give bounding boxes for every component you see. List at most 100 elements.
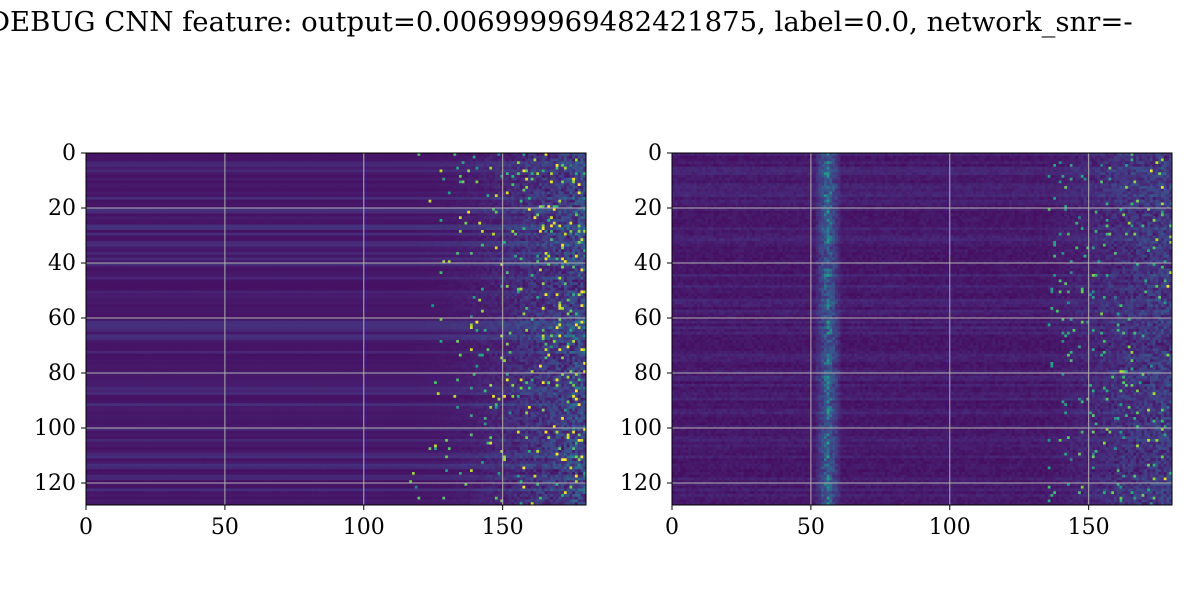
heatmap-cell	[378, 224, 382, 228]
heatmap-cell	[458, 188, 463, 192]
heatmap-cell	[464, 213, 468, 217]
heatmap-cell	[105, 164, 109, 168]
heatmap-cell	[544, 199, 548, 203]
heatmap-cell	[88, 183, 92, 187]
heatmap-cell	[392, 180, 396, 184]
heatmap-cell	[365, 194, 369, 198]
heatmap-cell	[331, 208, 336, 212]
heatmap-cell	[166, 213, 170, 217]
heatmap-cell	[494, 194, 498, 198]
heatmap-cell	[417, 197, 421, 201]
heatmap-cell	[552, 202, 557, 206]
heatmap-cell	[116, 194, 120, 198]
heatmap-cell	[213, 194, 217, 198]
heatmap-cell	[345, 205, 349, 209]
heatmap-cell	[88, 197, 92, 201]
heatmap-cell	[514, 155, 518, 159]
heatmap-cell	[417, 186, 421, 190]
heatmap-cell	[384, 221, 388, 225]
heatmap-cell	[268, 213, 272, 217]
heatmap-cell	[436, 155, 440, 159]
heatmap-cell	[431, 224, 435, 228]
heatmap-cell	[257, 205, 261, 209]
heatmap-cell	[221, 188, 225, 192]
heatmap-cell	[213, 153, 217, 157]
heatmap-cell	[558, 216, 562, 220]
heatmap-cell	[204, 177, 208, 181]
heatmap-cell	[525, 197, 529, 201]
heatmap-cell	[99, 177, 103, 181]
heatmap-cell	[467, 175, 471, 179]
heatmap-cell	[284, 153, 289, 157]
heatmap-cell	[99, 199, 103, 203]
heatmap-cell	[121, 166, 126, 170]
heatmap-cell	[273, 197, 278, 201]
heatmap-cell	[282, 227, 286, 231]
heatmap-cell	[522, 199, 526, 203]
heatmap-cell	[367, 208, 371, 212]
heatmap-cell	[373, 227, 377, 231]
heatmap-cell	[533, 169, 537, 173]
heatmap-cell	[108, 186, 112, 190]
heatmap-cell	[351, 208, 355, 212]
heatmap-cell	[469, 183, 474, 187]
heatmap-cell	[262, 172, 266, 176]
heatmap-cell	[323, 188, 327, 192]
heatmap-cell	[86, 169, 90, 173]
heatmap-cell	[505, 208, 510, 212]
heatmap-cell	[340, 221, 344, 225]
heatmap-cell	[467, 188, 471, 192]
heatmap-cell	[273, 216, 278, 220]
heatmap-cell	[370, 208, 374, 212]
heatmap-cell	[423, 164, 427, 168]
heatmap-cell	[146, 169, 150, 173]
heatmap-cell	[312, 219, 316, 223]
heatmap-cell	[99, 166, 103, 170]
heatmap-cell	[481, 199, 485, 203]
heatmap-cell	[558, 175, 562, 179]
heatmap-cell	[199, 172, 203, 176]
heatmap-cell	[552, 180, 557, 184]
heatmap-cell	[193, 188, 197, 192]
heatmap-cell	[130, 197, 134, 201]
heatmap-cell	[91, 221, 95, 225]
heatmap-cell	[475, 166, 479, 170]
heatmap-cell	[420, 169, 424, 173]
heatmap-cell	[508, 164, 512, 168]
heatmap-cell	[381, 177, 385, 181]
heatmap-cell	[323, 221, 327, 225]
heatmap-cell	[337, 161, 341, 165]
heatmap-cell	[505, 219, 510, 223]
heatmap-cell	[306, 180, 311, 184]
heatmap-cell	[406, 224, 410, 228]
heatmap-cell	[340, 186, 344, 190]
heatmap-cell	[155, 202, 159, 206]
heatmap-cell	[99, 224, 103, 228]
heatmap-cell	[425, 175, 429, 179]
heatmap-cell	[108, 224, 112, 228]
heatmap-cell	[345, 183, 349, 187]
heatmap-cell	[445, 161, 449, 165]
heatmap-cell	[522, 219, 526, 223]
heatmap-cell	[240, 224, 244, 228]
heatmap-cell	[392, 172, 396, 176]
heatmap-cell	[497, 205, 501, 209]
heatmap-cell	[268, 219, 272, 223]
heatmap-cell	[188, 175, 192, 179]
heatmap-cell	[295, 172, 300, 176]
heatmap-cell	[472, 194, 476, 198]
heatmap-cell	[530, 177, 534, 181]
heatmap-cell	[431, 158, 435, 162]
heatmap-cell	[113, 161, 117, 165]
heatmap-cell	[119, 169, 123, 173]
heatmap-cell	[309, 191, 313, 195]
heatmap-cell	[105, 216, 109, 220]
heatmap-cell	[514, 169, 518, 173]
heatmap-cell	[561, 224, 565, 228]
heatmap-cell	[414, 194, 418, 198]
heatmap-cell	[295, 216, 300, 220]
heatmap-cell	[436, 210, 440, 214]
heatmap-cell	[508, 219, 512, 223]
heatmap-cell	[287, 158, 291, 162]
heatmap-cell	[458, 224, 463, 228]
